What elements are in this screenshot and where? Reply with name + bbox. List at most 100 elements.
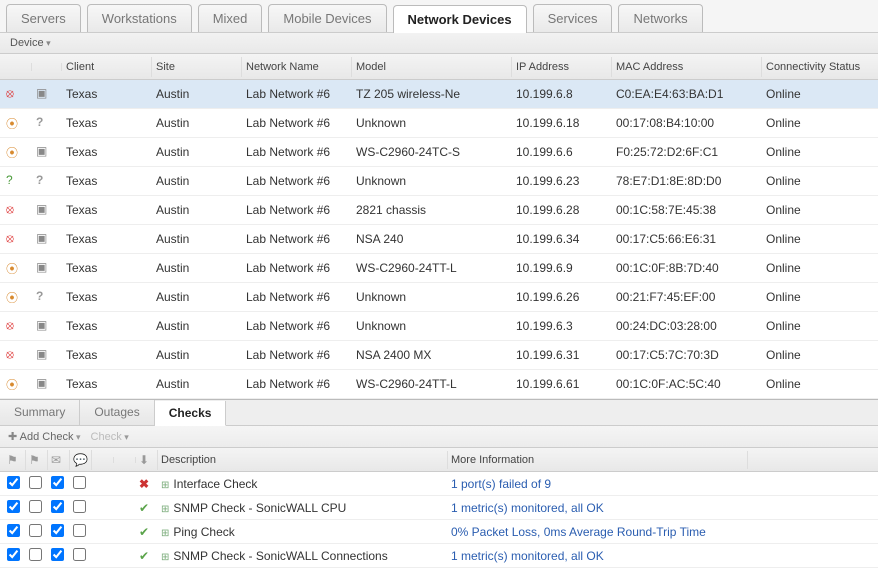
device-row[interactable]: ⦿?TexasAustinLab Network #6Unknown10.199… — [0, 283, 878, 312]
expand-icon[interactable]: ⊞ — [161, 528, 169, 539]
cell-mac: C0:EA:E4:63:BA:D1 — [612, 83, 762, 105]
device-row[interactable]: ⦿▣TexasAustinLab Network #6WS-C2960-24TT… — [0, 370, 878, 399]
top-tab-workstations[interactable]: Workstations — [87, 4, 192, 32]
device-type-icon: ▣ — [36, 376, 52, 392]
device-grid: ClientSiteNetwork NameModelIP AddressMAC… — [0, 54, 878, 399]
top-tab-networks[interactable]: Networks — [618, 4, 702, 32]
check-row[interactable]: ✔⊞SNMP Check - SonicWALL CPU1 metric(s) … — [0, 496, 878, 520]
cell-mac: 00:17:08:B4:10:00 — [612, 112, 762, 134]
device-toolbar: Device — [0, 33, 878, 54]
status-orange-icon: ⦿ — [6, 144, 22, 160]
sub-tab-summary[interactable]: Summary — [0, 400, 80, 425]
device-row[interactable]: ⦿?TexasAustinLab Network #6Unknown10.199… — [0, 109, 878, 138]
check-info-link[interactable]: 1 metric(s) monitored, all OK — [448, 547, 748, 565]
device-type-icon: ▣ — [36, 318, 52, 334]
cell-client: Texas — [62, 228, 152, 250]
column-header[interactable]: Model — [352, 57, 512, 77]
check-info-link[interactable]: 1 metric(s) monitored, all OK — [448, 499, 748, 517]
add-check-button[interactable]: Add Check — [8, 430, 81, 443]
status-red-icon: ⦻ — [6, 318, 22, 334]
cell-network: Lab Network #6 — [242, 112, 352, 134]
check-checkbox[interactable] — [73, 524, 86, 537]
check-row[interactable]: ✔⊞Ping Check0% Packet Loss, 0ms Average … — [0, 520, 878, 544]
device-row[interactable]: ⦻▣TexasAustinLab Network #6Unknown10.199… — [0, 312, 878, 341]
checks-header-icon[interactable]: ⚑ — [4, 450, 26, 470]
expand-icon[interactable]: ⊞ — [161, 480, 169, 491]
check-info-link[interactable]: 0% Packet Loss, 0ms Average Round-Trip T… — [448, 523, 748, 541]
check-checkbox[interactable] — [51, 548, 64, 561]
check-row[interactable]: ✖⊞Interface Check1 port(s) failed of 9 — [0, 472, 878, 496]
check-checkbox[interactable] — [7, 524, 20, 537]
check-checkbox[interactable] — [29, 476, 42, 489]
column-header[interactable] — [2, 63, 32, 71]
checks-col-info[interactable]: More Information — [448, 451, 748, 469]
column-header[interactable]: IP Address — [512, 57, 612, 77]
device-row[interactable]: ⦻▣TexasAustinLab Network #6NSA 2400 MX10… — [0, 341, 878, 370]
cell-model: Unknown — [352, 315, 512, 337]
device-menu[interactable]: Device — [10, 37, 51, 49]
cell-mac: 00:17:C5:7C:70:3D — [612, 344, 762, 366]
check-checkbox[interactable] — [51, 500, 64, 513]
check-row[interactable]: ✔⊞SNMP Check - SonicWALL Connections1 me… — [0, 544, 878, 568]
expand-icon[interactable]: ⊞ — [161, 504, 169, 515]
check-checkbox[interactable] — [51, 476, 64, 489]
column-header[interactable] — [32, 63, 62, 71]
device-row[interactable]: ⦻▣TexasAustinLab Network #6NSA 24010.199… — [0, 225, 878, 254]
top-tab-servers[interactable]: Servers — [6, 4, 81, 32]
checks-header-icon[interactable]: 💬 — [70, 450, 92, 470]
cell-network: Lab Network #6 — [242, 199, 352, 221]
cell-client: Texas — [62, 83, 152, 105]
cell-status: Online — [762, 83, 878, 105]
device-row[interactable]: ⦿▣TexasAustinLab Network #6WS-C2960-24TC… — [0, 138, 878, 167]
sub-tab-outages[interactable]: Outages — [80, 400, 154, 425]
device-type-icon: ▣ — [36, 144, 52, 160]
check-info-link[interactable]: 1 port(s) failed of 9 — [448, 475, 748, 493]
cell-status: Online — [762, 315, 878, 337]
check-checkbox[interactable] — [29, 548, 42, 561]
check-checkbox[interactable] — [51, 524, 64, 537]
column-header[interactable]: Network Name — [242, 57, 352, 77]
top-tab-network-devices[interactable]: Network Devices — [393, 5, 527, 33]
check-checkbox[interactable] — [7, 476, 20, 489]
status-ok-icon: ✔ — [139, 549, 149, 563]
checks-header-icon[interactable] — [92, 457, 114, 463]
status-orange-icon: ⦿ — [6, 376, 22, 392]
device-row[interactable]: ??TexasAustinLab Network #6Unknown10.199… — [0, 167, 878, 196]
check-checkbox[interactable] — [7, 500, 20, 513]
checks-header-icon[interactable]: ⬇ — [136, 450, 158, 470]
top-tab-mixed[interactable]: Mixed — [198, 4, 263, 32]
sub-tab-checks[interactable]: Checks — [155, 401, 227, 426]
cell-mac: 78:E7:D1:8E:8D:D0 — [612, 170, 762, 192]
device-row[interactable]: ⦿▣TexasAustinLab Network #6WS-C2960-24TT… — [0, 254, 878, 283]
checks-header: ⚑⚑✉💬⬇DescriptionMore Information — [0, 448, 878, 472]
check-checkbox[interactable] — [29, 500, 42, 513]
column-header[interactable]: Site — [152, 57, 242, 77]
grid-header: ClientSiteNetwork NameModelIP AddressMAC… — [0, 54, 878, 80]
check-menu[interactable]: Check — [91, 431, 129, 443]
checks-header-icon[interactable]: ⚑ — [26, 450, 48, 470]
device-row[interactable]: ⦻▣TexasAustinLab Network #62821 chassis1… — [0, 196, 878, 225]
check-checkbox[interactable] — [7, 548, 20, 561]
status-red-icon: ⦻ — [6, 86, 22, 102]
device-row[interactable]: ⦻▣TexasAustinLab Network #6TZ 205 wirele… — [0, 80, 878, 109]
cell-status: Online — [762, 199, 878, 221]
checks-header-icon[interactable] — [114, 457, 136, 463]
top-tab-mobile-devices[interactable]: Mobile Devices — [268, 4, 386, 32]
check-checkbox[interactable] — [73, 500, 86, 513]
column-header[interactable]: Connectivity Status — [762, 57, 878, 77]
top-tab-services[interactable]: Services — [533, 4, 613, 32]
status-ok-icon: ✔ — [139, 525, 149, 539]
cell-status: Online — [762, 257, 878, 279]
column-header[interactable]: Client — [62, 57, 152, 77]
expand-icon[interactable]: ⊞ — [161, 552, 169, 563]
cell-ip: 10.199.6.28 — [512, 199, 612, 221]
checks-col-description[interactable]: Description — [158, 451, 448, 469]
check-checkbox[interactable] — [73, 476, 86, 489]
check-checkbox[interactable] — [29, 524, 42, 537]
column-header[interactable]: MAC Address — [612, 57, 762, 77]
status-red-icon: ⦻ — [6, 202, 22, 218]
check-checkbox[interactable] — [73, 548, 86, 561]
checks-header-icon[interactable]: ✉ — [48, 450, 70, 470]
cell-site: Austin — [152, 83, 242, 105]
cell-mac: 00:1C:58:7E:45:38 — [612, 199, 762, 221]
